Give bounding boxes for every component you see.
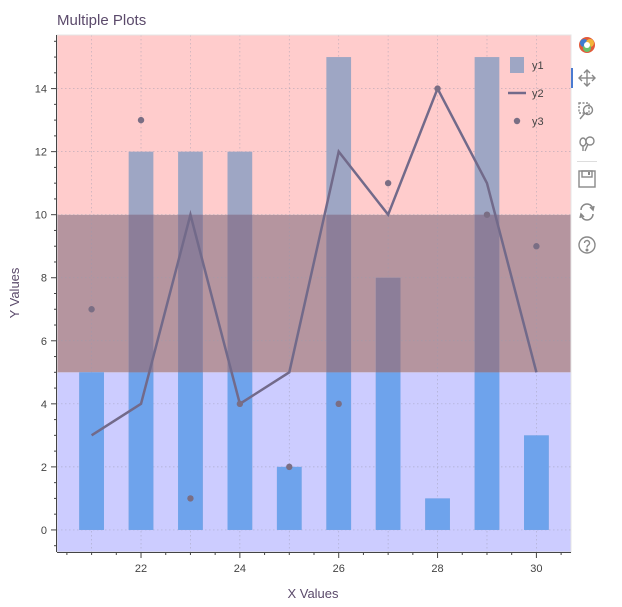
save-icon[interactable] bbox=[574, 166, 600, 192]
y-tick-label: 8 bbox=[41, 273, 47, 285]
pan-move-icon[interactable] bbox=[571, 65, 600, 91]
bar-lower-segment bbox=[128, 372, 154, 530]
legend-label: y1 bbox=[532, 60, 544, 72]
y-axis-label: Y Values bbox=[7, 267, 22, 318]
scatter-point bbox=[187, 495, 194, 502]
scatter-point bbox=[286, 463, 293, 471]
scatter-point bbox=[483, 211, 491, 218]
scatter-point bbox=[384, 179, 392, 187]
x-tick-label: 26 bbox=[333, 563, 345, 575]
x-axis: 22 24 26 28 30 bbox=[57, 552, 571, 575]
bar-middle-segment bbox=[178, 214, 203, 373]
x-axis-label: X Values bbox=[287, 586, 339, 601]
y-tick-label: 6 bbox=[41, 336, 47, 348]
legend-label: y3 bbox=[532, 116, 544, 128]
legend-swatch-point bbox=[513, 117, 521, 125]
bar-lower-segment bbox=[326, 372, 352, 530]
bar-lower-segment bbox=[425, 498, 450, 530]
y-tick-label: 0 bbox=[41, 525, 47, 537]
points-y3 bbox=[88, 85, 540, 502]
bar-middle-segment bbox=[375, 277, 401, 373]
help-icon[interactable] bbox=[574, 232, 600, 258]
x-tick-label: 28 bbox=[431, 563, 443, 575]
line-y2 bbox=[90, 85, 538, 437]
bar-middle-segment bbox=[227, 214, 253, 373]
legend-label: y2 bbox=[532, 88, 544, 100]
scatter-point bbox=[236, 400, 244, 408]
y-tick-label: 4 bbox=[41, 399, 47, 411]
x-tick-label: 22 bbox=[135, 563, 147, 575]
scatter-point bbox=[88, 306, 95, 313]
toolbar bbox=[571, 32, 600, 265]
y-tick-label: 14 bbox=[35, 84, 47, 96]
x-tick-label: 24 bbox=[234, 563, 246, 575]
scatter-point bbox=[137, 116, 145, 124]
bar-middle-segment bbox=[474, 214, 500, 373]
bar-lower-segment bbox=[227, 372, 253, 530]
plot-area[interactable] bbox=[56, 34, 572, 553]
y-tick-label: 10 bbox=[35, 210, 47, 222]
bar-lower-segment bbox=[276, 466, 302, 530]
bokeh-logo-icon[interactable] bbox=[574, 32, 600, 58]
y-axis: 0 2 4 6 8 10 12 14 bbox=[35, 35, 57, 552]
reset-icon[interactable] bbox=[574, 199, 600, 225]
box-zoom-icon[interactable] bbox=[574, 98, 600, 124]
x-tick-label: 30 bbox=[530, 563, 542, 575]
bar-lower-segment bbox=[178, 372, 203, 530]
bar-lower-segment bbox=[375, 372, 401, 530]
legend-swatch-bar bbox=[510, 57, 524, 73]
scatter-point bbox=[335, 400, 342, 408]
bar-middle-segment bbox=[326, 214, 352, 373]
legend: y1 y2 y3 bbox=[508, 57, 544, 128]
bar-lower-segment bbox=[474, 372, 500, 530]
wheel-zoom-icon[interactable] bbox=[574, 131, 600, 157]
scatter-point bbox=[434, 85, 441, 92]
series-line bbox=[90, 85, 538, 437]
scatter-point bbox=[533, 243, 540, 250]
chart-title: Multiple Plots bbox=[57, 12, 146, 29]
y-tick-label: 2 bbox=[41, 462, 47, 474]
bar-middle-segment bbox=[128, 214, 154, 373]
y-tick-label: 12 bbox=[35, 147, 47, 159]
toolbar-separator bbox=[577, 161, 597, 162]
bar-lower-segment bbox=[79, 372, 104, 530]
bar-lower-segment bbox=[524, 435, 549, 530]
